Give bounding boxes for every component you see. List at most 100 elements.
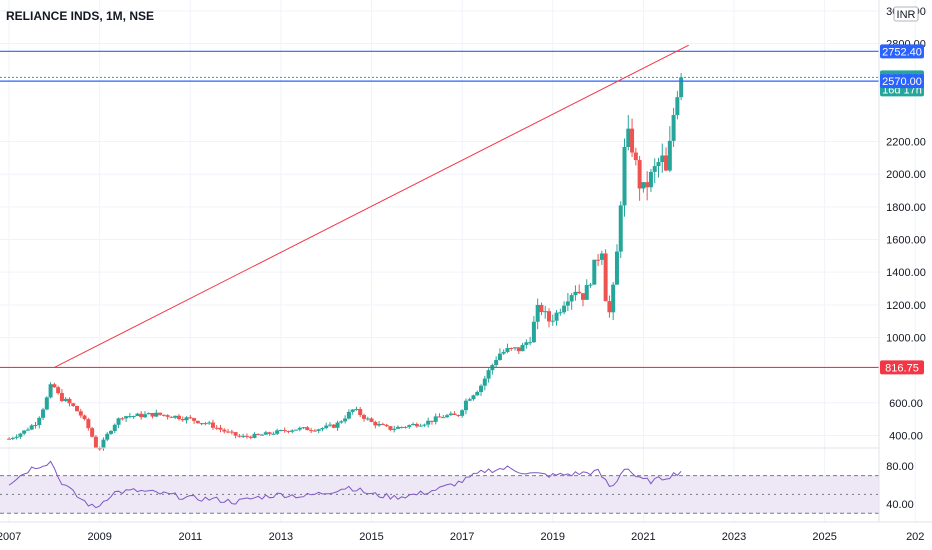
candle[interactable] xyxy=(445,413,450,419)
candle[interactable] xyxy=(90,426,95,438)
candle[interactable] xyxy=(14,434,19,440)
candle[interactable] xyxy=(365,416,370,421)
candle[interactable] xyxy=(41,407,46,420)
candle[interactable] xyxy=(660,143,665,173)
trend-line[interactable] xyxy=(54,44,689,368)
candle[interactable] xyxy=(207,420,212,425)
candle[interactable] xyxy=(301,426,306,430)
candle[interactable] xyxy=(173,415,178,420)
candle[interactable] xyxy=(577,284,582,295)
candle[interactable] xyxy=(33,421,38,429)
candle[interactable] xyxy=(158,412,163,416)
candle[interactable] xyxy=(312,428,317,432)
candle[interactable] xyxy=(675,90,680,120)
candle[interactable] xyxy=(565,292,570,312)
candle[interactable] xyxy=(59,389,64,403)
candle[interactable] xyxy=(463,398,468,415)
candle[interactable] xyxy=(411,422,416,426)
rsi-line[interactable] xyxy=(8,460,682,509)
candle[interactable] xyxy=(297,426,302,432)
candle[interactable] xyxy=(392,425,397,433)
candle[interactable] xyxy=(105,432,110,442)
candle[interactable] xyxy=(471,394,476,401)
candle[interactable] xyxy=(550,314,555,326)
candle[interactable] xyxy=(290,429,295,434)
candle[interactable] xyxy=(637,155,642,201)
candle[interactable] xyxy=(29,423,34,431)
candle[interactable] xyxy=(176,414,181,421)
candle[interactable] xyxy=(188,415,193,419)
candle[interactable] xyxy=(607,295,612,318)
candle[interactable] xyxy=(161,414,166,417)
candle[interactable] xyxy=(588,282,593,288)
candle[interactable] xyxy=(569,292,574,310)
candle[interactable] xyxy=(494,356,499,368)
candle[interactable] xyxy=(328,422,333,427)
candle[interactable] xyxy=(309,427,314,434)
candle[interactable] xyxy=(460,409,465,418)
candle[interactable] xyxy=(25,427,30,431)
candle[interactable] xyxy=(546,308,551,328)
candle[interactable] xyxy=(592,259,597,285)
candle[interactable] xyxy=(150,412,155,419)
candle[interactable] xyxy=(475,390,480,396)
candle[interactable] xyxy=(48,382,53,399)
candle[interactable] xyxy=(361,413,366,422)
candle[interactable] xyxy=(618,201,623,258)
candle[interactable] xyxy=(554,309,559,326)
candle[interactable] xyxy=(192,417,197,424)
candle[interactable] xyxy=(248,435,253,440)
candle[interactable] xyxy=(429,420,434,425)
candle[interactable] xyxy=(558,308,563,316)
candle[interactable] xyxy=(101,437,106,451)
candle[interactable] xyxy=(531,316,536,343)
candle[interactable] xyxy=(339,420,344,424)
candle[interactable] xyxy=(75,405,80,412)
candle[interactable] xyxy=(44,396,49,411)
candle[interactable] xyxy=(275,428,280,435)
candle[interactable] xyxy=(263,430,268,435)
candle[interactable] xyxy=(562,301,567,315)
candle[interactable] xyxy=(241,433,246,438)
candle[interactable] xyxy=(369,417,374,423)
candle[interactable] xyxy=(358,407,363,418)
candle[interactable] xyxy=(165,414,170,420)
candle[interactable] xyxy=(584,279,589,300)
rsi-axis[interactable]: 80.00 40.00 xyxy=(886,461,914,511)
candle[interactable] xyxy=(354,406,359,411)
candle[interactable] xyxy=(37,416,42,429)
candle[interactable] xyxy=(509,347,514,351)
candle[interactable] xyxy=(320,427,325,432)
candle[interactable] xyxy=(671,107,676,148)
candle[interactable] xyxy=(403,426,408,429)
time-axis[interactable]: 2007 2009 2011 2013 2015 2017 2019 2021 2023 2025… xyxy=(0,531,924,543)
candle[interactable] xyxy=(218,424,223,433)
candle[interactable] xyxy=(331,423,336,429)
candle[interactable] xyxy=(667,126,672,173)
candle[interactable] xyxy=(524,339,529,349)
candle[interactable] xyxy=(184,416,189,424)
candle[interactable] xyxy=(414,422,419,428)
candle[interactable] xyxy=(648,169,653,192)
candle[interactable] xyxy=(127,412,132,419)
candle[interactable] xyxy=(294,429,299,431)
candle[interactable] xyxy=(373,420,378,429)
candle[interactable] xyxy=(324,422,329,430)
candle[interactable] xyxy=(195,420,200,424)
candle[interactable] xyxy=(350,409,355,415)
candle[interactable] xyxy=(433,413,438,425)
candle[interactable] xyxy=(486,368,491,383)
candle[interactable] xyxy=(154,409,159,418)
candle[interactable] xyxy=(543,305,548,319)
candle[interactable] xyxy=(67,397,72,407)
candle[interactable] xyxy=(539,302,544,316)
candle[interactable] xyxy=(222,428,227,434)
currency-label[interactable]: INR xyxy=(897,9,916,21)
candle[interactable] xyxy=(256,433,261,436)
candle[interactable] xyxy=(426,417,431,428)
candle[interactable] xyxy=(10,436,15,441)
currency-box[interactable] xyxy=(893,6,919,22)
candle[interactable] xyxy=(664,147,669,172)
candle[interactable] xyxy=(622,138,627,217)
candle[interactable] xyxy=(656,157,661,178)
